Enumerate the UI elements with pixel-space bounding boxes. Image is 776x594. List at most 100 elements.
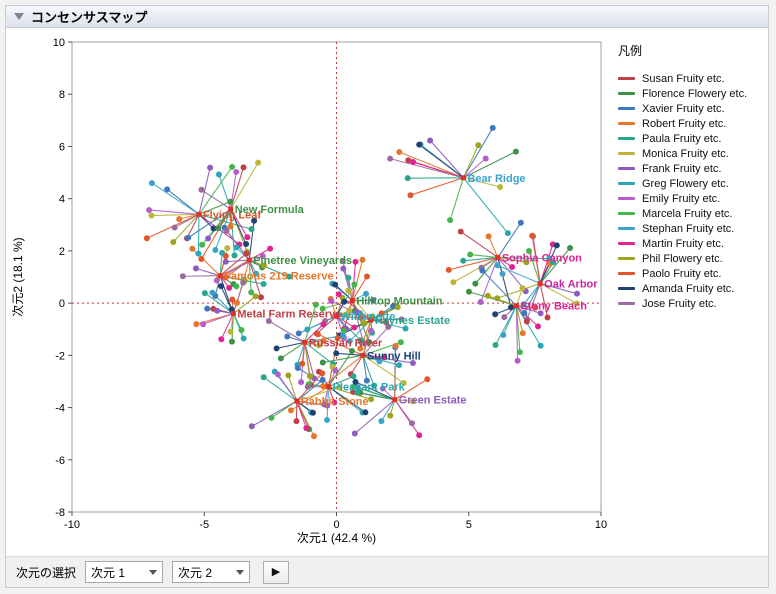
assessor-point[interactable] — [315, 342, 322, 349]
assessor-point[interactable] — [573, 300, 580, 307]
assessor-point[interactable] — [353, 309, 360, 316]
assessor-point[interactable] — [343, 312, 350, 319]
assessor-point[interactable] — [240, 279, 247, 286]
assessor-point[interactable] — [460, 257, 467, 264]
assessor-point[interactable] — [398, 316, 405, 323]
dimension2-dropdown[interactable]: 次元 2 — [172, 561, 251, 583]
assessor-point[interactable] — [227, 198, 234, 205]
legend-item[interactable]: Emily Fruity etc. — [618, 191, 766, 206]
assessor-point[interactable] — [346, 337, 353, 344]
assessor-point[interactable] — [207, 164, 214, 171]
assessor-point[interactable] — [268, 414, 275, 421]
assessor-point[interactable] — [366, 339, 373, 346]
assessor-point[interactable] — [198, 256, 205, 263]
assessor-point[interactable] — [307, 373, 314, 380]
assessor-point[interactable] — [193, 321, 200, 328]
assessor-point[interactable] — [504, 230, 511, 237]
assessor-point[interactable] — [517, 219, 524, 226]
assessor-point[interactable] — [192, 265, 199, 272]
assessor-point[interactable] — [492, 342, 499, 349]
assessor-point[interactable] — [215, 171, 222, 178]
assessor-point[interactable] — [457, 228, 464, 235]
assessor-point[interactable] — [248, 226, 255, 233]
assessor-point[interactable] — [363, 290, 370, 297]
assessor-point[interactable] — [394, 304, 401, 311]
assessor-point[interactable] — [198, 186, 205, 193]
assessor-point[interactable] — [259, 252, 266, 259]
consensus-point-marker[interactable] — [513, 303, 519, 309]
consensus-point-marker[interactable] — [349, 298, 355, 303]
assessor-point[interactable] — [143, 235, 150, 242]
assessor-point[interactable] — [228, 306, 235, 313]
legend-item[interactable]: Stephan Fruity etc. — [618, 221, 766, 236]
assessor-point[interactable] — [199, 241, 206, 248]
consensus-point-marker[interactable] — [360, 352, 366, 358]
assessor-point[interactable] — [546, 255, 553, 262]
assessor-point[interactable] — [467, 251, 474, 258]
legend-item[interactable]: Amanda Fruity etc. — [618, 281, 766, 296]
assessor-point[interactable] — [227, 328, 234, 335]
assessor-point[interactable] — [499, 270, 506, 277]
assessor-point[interactable] — [494, 262, 501, 269]
assessor-point[interactable] — [359, 256, 366, 263]
assessor-point[interactable] — [475, 142, 482, 149]
assessor-point[interactable] — [363, 273, 370, 280]
assessor-point[interactable] — [354, 389, 361, 396]
assessor-point[interactable] — [195, 250, 202, 257]
assessor-point[interactable] — [535, 323, 542, 330]
assessor-point[interactable] — [233, 168, 240, 175]
assessor-point[interactable] — [210, 225, 217, 232]
assessor-point[interactable] — [328, 297, 335, 304]
assessor-point[interactable] — [212, 246, 219, 253]
assessor-point[interactable] — [489, 124, 496, 131]
assessor-point[interactable] — [189, 245, 196, 252]
assessor-point[interactable] — [148, 180, 155, 187]
assessor-point[interactable] — [407, 192, 414, 199]
assessor-point[interactable] — [497, 183, 504, 190]
assessor-point[interactable] — [368, 396, 375, 403]
legend-item[interactable]: Marcela Fruity etc. — [618, 206, 766, 221]
assessor-point[interactable] — [485, 233, 492, 240]
assessor-point[interactable] — [179, 273, 186, 280]
assessor-point[interactable] — [310, 433, 317, 440]
consensus-point-marker[interactable] — [368, 317, 374, 323]
assessor-point[interactable] — [218, 336, 225, 343]
assessor-point[interactable] — [508, 304, 515, 311]
assessor-point[interactable] — [170, 238, 177, 245]
assessor-point[interactable] — [357, 345, 364, 352]
assessor-point[interactable] — [164, 186, 171, 193]
assessor-point[interactable] — [397, 339, 404, 346]
assessor-point[interactable] — [465, 288, 472, 295]
assessor-point[interactable] — [362, 409, 369, 416]
legend-item[interactable]: Greg Flowery etc. — [618, 176, 766, 191]
assessor-point[interactable] — [334, 335, 341, 342]
assessor-point[interactable] — [324, 402, 331, 409]
assessor-point[interactable] — [223, 227, 230, 234]
assessor-point[interactable] — [284, 333, 291, 340]
assessor-point[interactable] — [228, 338, 235, 345]
assessor-point[interactable] — [339, 257, 346, 264]
assessor-point[interactable] — [396, 362, 403, 369]
assessor-point[interactable] — [532, 304, 539, 311]
assessor-point[interactable] — [320, 383, 327, 390]
assessor-point[interactable] — [244, 234, 251, 241]
assessor-point[interactable] — [176, 216, 183, 223]
assessor-point[interactable] — [200, 321, 207, 328]
assessor-point[interactable] — [227, 223, 234, 230]
legend-item[interactable]: Paolo Fruity etc. — [618, 266, 766, 281]
assessor-point[interactable] — [445, 266, 452, 273]
assessor-point[interactable] — [368, 327, 375, 334]
consensus-point-marker[interactable] — [217, 273, 223, 279]
assessor-point[interactable] — [424, 376, 431, 383]
assessor-point[interactable] — [482, 155, 489, 162]
consensus-point-marker[interactable] — [302, 339, 308, 345]
consensus-point-marker[interactable] — [294, 398, 300, 404]
assessor-point[interactable] — [519, 330, 526, 337]
assessor-point[interactable] — [450, 279, 457, 286]
consensus-point-marker[interactable] — [228, 206, 234, 212]
assessor-point[interactable] — [319, 359, 326, 366]
assessor-point[interactable] — [416, 141, 423, 148]
assessor-point[interactable] — [340, 332, 347, 339]
assessor-point[interactable] — [447, 217, 454, 224]
assessor-point[interactable] — [363, 377, 370, 384]
